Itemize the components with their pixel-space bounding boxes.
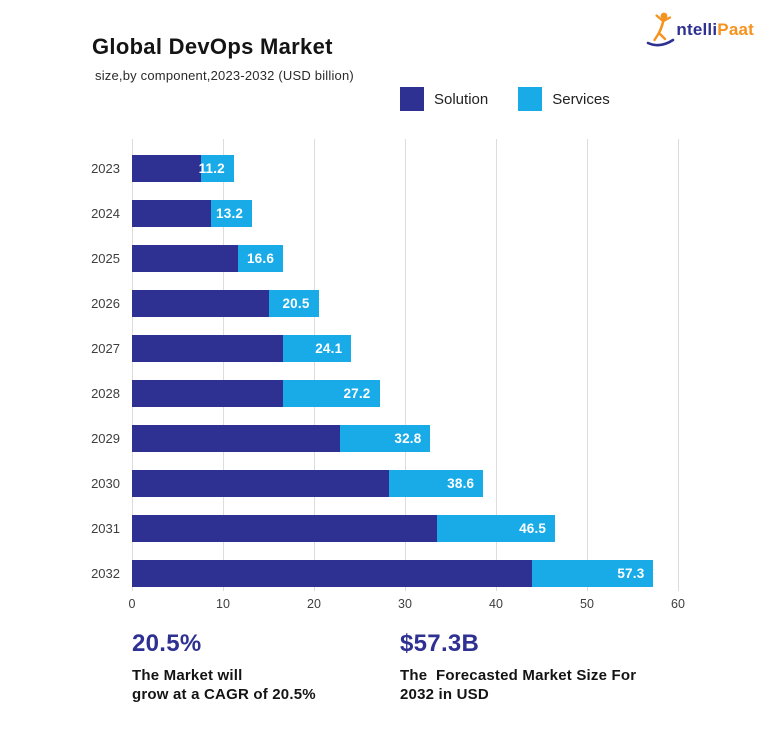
bar-track: 38.6	[132, 470, 678, 497]
bar-track: 20.5	[132, 290, 678, 317]
bar-track: 57.3	[132, 560, 678, 587]
forecast-annotation: $57.3B The Forecasted Market Size For 20…	[400, 630, 636, 705]
bar-value-label: 32.8	[394, 431, 422, 446]
bar-value-label: 27.2	[343, 386, 371, 401]
legend-item-services: Services	[518, 87, 610, 111]
bar-value-label: 20.5	[282, 296, 310, 311]
bar-rows: 11.2 13.2 16.6 20.5 24.1 27.2 32.8 38.6 46.5 57.3	[132, 146, 678, 596]
bar-track: 24.1	[132, 335, 678, 362]
page-subtitle: size,by component,2023-2032 (USD billion…	[95, 68, 354, 83]
bar-value-label: 46.5	[519, 521, 547, 536]
bar-segment-solution	[132, 155, 202, 182]
bar-track: 46.5	[132, 515, 678, 542]
gridline	[496, 139, 497, 591]
page-title: Global DevOps Market	[92, 34, 333, 59]
bar-segment-solution	[132, 200, 212, 227]
y-axis-category-labels: 2023 2024 2025 2026 2027 2028 2029 2030 2031 2032	[74, 146, 120, 596]
bar-segment-solution	[132, 290, 270, 317]
x-tick-label: 20	[307, 597, 321, 611]
x-tick-label: 40	[489, 597, 503, 611]
legend-label-services: Services	[552, 90, 610, 108]
chart-plot: 11.2 13.2 16.6 20.5 24.1 27.2 32.8 38.6 46.5 57.3	[132, 139, 679, 596]
forecast-text: The Forecasted Market Size For 2032 in U…	[400, 667, 637, 703]
year-label: 2029	[91, 431, 120, 446]
bar-value-label: 24.1	[315, 341, 343, 356]
bar-track: 32.8	[132, 425, 678, 452]
bar-row: 27.2	[132, 371, 678, 416]
x-tick-label: 60	[671, 597, 685, 611]
bar-value-label: 16.6	[246, 251, 275, 266]
year-label: 2031	[91, 521, 120, 536]
bar-row: 24.1	[132, 326, 678, 371]
services-swatch-icon	[518, 87, 543, 111]
intellipaat-logo: ntelliPaat	[645, 10, 754, 55]
bar-segment-solution	[132, 245, 239, 272]
cagr-annotation: 20.5% The Market will grow at a CAGR of …	[132, 630, 316, 705]
bar-row: 38.6	[132, 461, 678, 506]
legend-item-solution: Solution	[400, 87, 488, 111]
bar-segment-solution	[132, 425, 341, 452]
gridline	[587, 139, 588, 591]
bar-segment-solution	[132, 335, 284, 362]
year-label: 2028	[91, 386, 120, 401]
cagr-text: The Market will grow at a CAGR of 20.5%	[132, 667, 316, 703]
bar-track: 13.2	[132, 200, 678, 227]
gridline	[405, 139, 406, 591]
solution-swatch-icon	[400, 87, 424, 111]
year-label: 2026	[91, 296, 120, 311]
chart-legend: Solution Services	[400, 87, 610, 111]
gridline	[678, 139, 679, 591]
bar-track: 11.2	[132, 155, 678, 182]
year-label: 2032	[91, 566, 120, 581]
bar-row: 57.3	[132, 551, 678, 596]
cagr-value: 20.5%	[132, 630, 202, 657]
bar-row: 32.8	[132, 416, 678, 461]
x-tick-label: 0	[128, 597, 136, 611]
x-tick-label: 10	[216, 597, 230, 611]
bar-segment-services	[283, 335, 352, 362]
year-label: 2027	[91, 341, 120, 356]
bar-track: 16.6	[132, 245, 678, 272]
bar-row: 46.5	[132, 506, 678, 551]
bar-value-label: 38.6	[447, 476, 475, 491]
bar-row: 11.2	[132, 146, 678, 191]
gridline	[132, 139, 133, 591]
bar-segment-services	[532, 560, 654, 587]
bar-segment-services	[436, 515, 556, 542]
logo-text-ntelli: ntelli	[676, 20, 718, 39]
logo-wordmark: ntelliPaat	[676, 20, 754, 40]
year-label: 2025	[91, 251, 120, 266]
bar-segment-services	[283, 380, 380, 407]
bar-row: 13.2	[132, 191, 678, 236]
x-axis-tick-labels: 0 10 20 30 40 50 60	[128, 597, 685, 615]
bar-segment-services	[201, 155, 234, 182]
leaping-person-icon	[645, 10, 679, 55]
x-tick-label: 50	[580, 597, 594, 611]
legend-label-solution: Solution	[434, 90, 489, 108]
bar-value-label: 13.2	[216, 206, 244, 221]
bar-value-label: 11.2	[198, 161, 225, 176]
x-tick-label: 30	[398, 597, 412, 611]
bar-track: 27.2	[132, 380, 678, 407]
bar-segment-services	[269, 290, 319, 317]
bar-segment-services	[388, 470, 484, 497]
bar-segment-solution	[132, 560, 533, 587]
bar-row: 20.5	[132, 281, 678, 326]
bar-segment-services	[211, 200, 253, 227]
bar-value-label: 57.3	[617, 566, 645, 581]
year-label: 2023	[91, 161, 120, 176]
bar-segment-solution	[132, 380, 284, 407]
forecast-value: $57.3B	[400, 630, 480, 657]
gridline	[314, 139, 315, 591]
bar-row: 16.6	[132, 236, 678, 281]
bar-segment-solution	[132, 470, 389, 497]
bar-segment-solution	[132, 515, 437, 542]
bar-segment-services	[340, 425, 431, 452]
year-label: 2030	[91, 476, 120, 491]
year-label: 2024	[91, 206, 120, 221]
gridline	[223, 139, 224, 591]
logo-text-paat: Paat	[717, 20, 754, 39]
bar-segment-services	[238, 245, 284, 272]
